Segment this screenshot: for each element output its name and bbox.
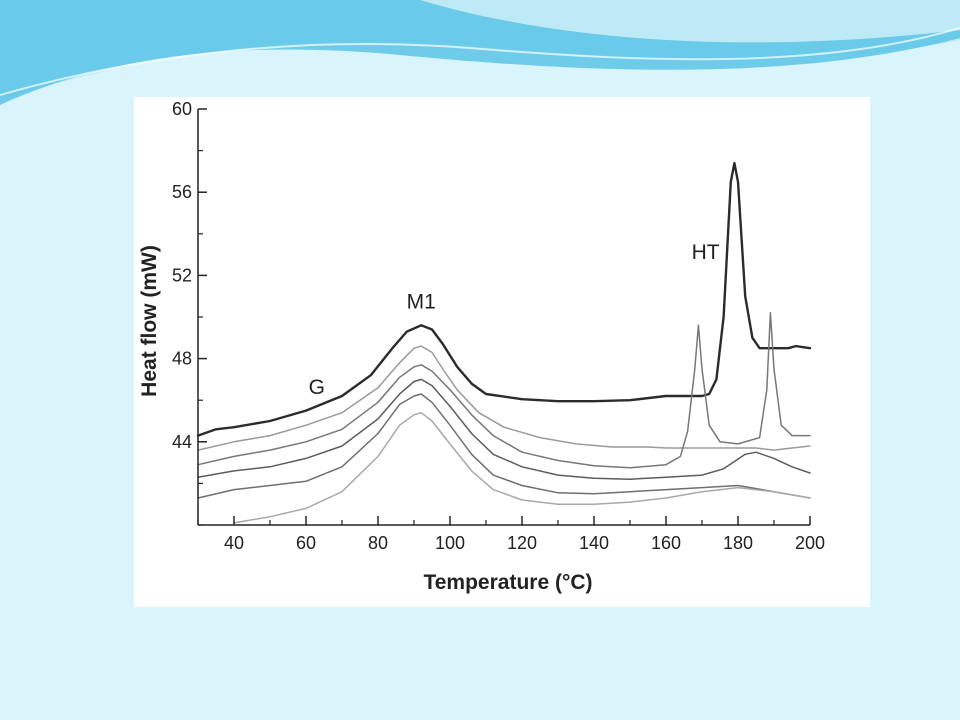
- x-axis-title: Temperature (°C): [423, 571, 592, 594]
- annotation-m1: M1: [407, 291, 436, 314]
- x-tick-label: 60: [296, 533, 316, 553]
- x-tick-label: 180: [723, 533, 753, 553]
- series-layer: [196, 161, 812, 524]
- series-line-2: [197, 345, 811, 451]
- y-axis-ticks: 44 48 52 56 60: [172, 99, 207, 526]
- x-tick-label: 80: [368, 533, 388, 553]
- x-tick-label: 140: [579, 533, 609, 553]
- y-tick-label: 60: [172, 99, 192, 119]
- series-line-3: [197, 312, 811, 469]
- x-tick-label: 160: [651, 533, 681, 553]
- wave-highlight: [0, 27, 960, 96]
- figure-panel: 44 48 52 56 60 40 60 80 100 120 140 160 180 200 Heat…: [134, 97, 870, 607]
- series-line-4: [197, 378, 811, 480]
- y-tick-label: 56: [172, 182, 192, 202]
- slide-header-wave: [0, 0, 960, 105]
- y-tick-label: 48: [172, 349, 192, 369]
- wave-front: [0, 0, 960, 105]
- x-axis-ticks: 40 60 80 100 120 140 160 180 200: [197, 516, 825, 553]
- annotation-g: G: [309, 376, 325, 399]
- peak-annotations: G M1 HT: [309, 241, 720, 399]
- series-line-6: [233, 411, 811, 524]
- x-tick-label: 120: [507, 533, 537, 553]
- series-line-1: [196, 161, 812, 437]
- y-tick-label: 52: [172, 265, 192, 285]
- annotation-ht: HT: [692, 241, 720, 264]
- x-tick-label: 200: [795, 533, 825, 553]
- x-tick-label: 100: [435, 533, 465, 553]
- dsc-chart: 44 48 52 56 60 40 60 80 100 120 140 160 180 200 Heat…: [138, 99, 825, 594]
- series-line-5: [197, 393, 811, 499]
- y-axis-title: Heat flow (mW): [138, 245, 161, 397]
- y-tick-label: 44: [172, 432, 192, 452]
- x-tick-label: 40: [224, 533, 244, 553]
